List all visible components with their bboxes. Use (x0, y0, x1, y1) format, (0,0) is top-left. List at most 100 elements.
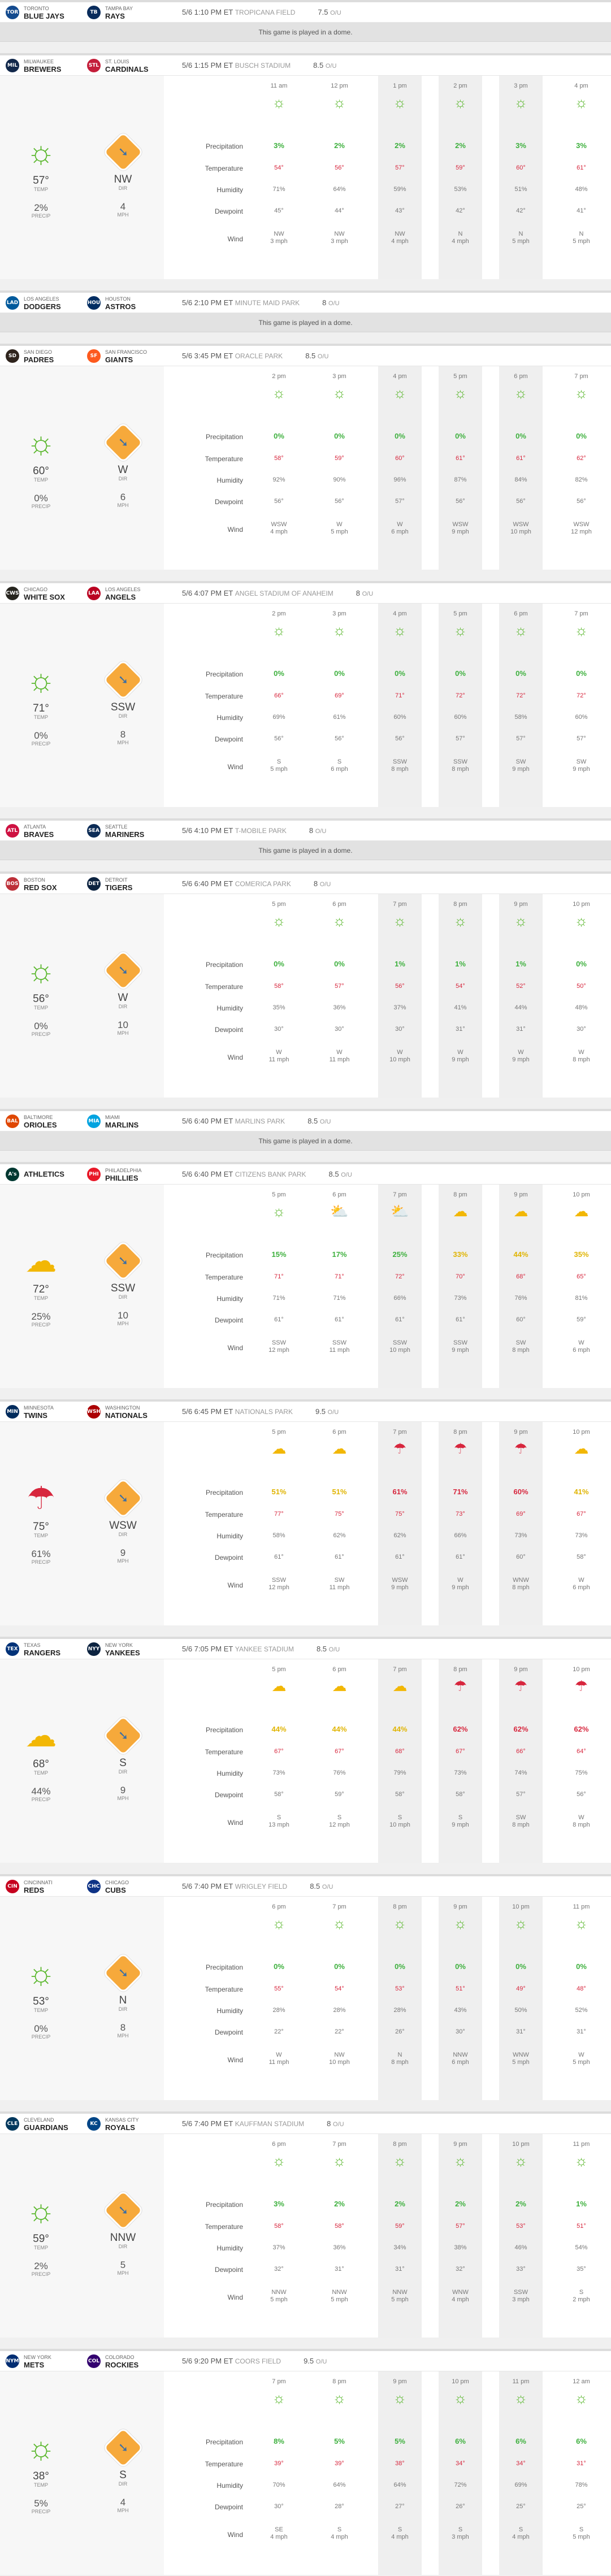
hour-precip: 17% (332, 1250, 347, 1259)
home-team[interactable]: CHC Chicago Cubs (87, 1879, 168, 1894)
home-team[interactable]: COL Colorado Rockies (87, 2354, 168, 2369)
over-under-value: 9.5 (304, 2357, 314, 2365)
hour-humidity: 54% (575, 2244, 588, 2251)
hour-column: 4 pm ☼ 3% 61° 48% 41° N 5 mph (560, 76, 603, 279)
home-team[interactable]: PHI Philadelphia Phillies (87, 1167, 168, 1182)
away-team[interactable]: CWS Chicago White Sox (6, 586, 87, 601)
hour-wind-speed: 5 mph (573, 2534, 590, 2540)
hour-temp: 65° (577, 1273, 586, 1280)
home-team-logo: TB (87, 5, 101, 19)
over-under-value: 8.5 (313, 61, 324, 70)
hour-label: 12 pm (331, 83, 348, 89)
away-team-logo: A's (6, 1167, 19, 1181)
current-precip: 5% (34, 2498, 48, 2509)
venue-name: Nationals Park (235, 1408, 293, 1416)
hour-column: 9 pm ☼ 0% 51° 43% 30° NNW 6 mph (439, 1897, 482, 2100)
game-card: A's Athletics PHI Philadelphia Phillies 5/6 6… (0, 1162, 611, 1388)
away-team[interactable]: A's Athletics (6, 1167, 87, 1181)
hour-wind-speed: 6 mph (391, 528, 409, 535)
home-team-name: New York Yankees (105, 1642, 140, 1656)
venue-name: Comerica Park (235, 880, 291, 888)
away-team[interactable]: CLE Cleveland Guardians (6, 2117, 87, 2131)
home-team[interactable]: SF San Francisco Giants (87, 349, 168, 363)
row-label-wind: Wind (227, 526, 243, 534)
home-team-name: Chicago Cubs (105, 1879, 129, 1894)
hour-dewpoint: 26° (395, 2028, 405, 2035)
away-team-city: Milwaukee (24, 58, 54, 64)
over-under-value: 8.5 (316, 1645, 327, 1653)
hour-precip: 35% (574, 1250, 589, 1259)
hour-column: 8 pm ☁ 33% 70° 73% 61° SSW 9 mph (439, 1185, 482, 1388)
away-team[interactable]: NYM New York Mets (6, 2354, 87, 2369)
game-start-time: 5/6 6:40 PM ET (182, 879, 233, 888)
hour-wind-speed: 10 mph (389, 1822, 410, 1828)
hour-temp: 67° (456, 1748, 465, 1755)
over-under: 9.5 O/U (304, 2357, 327, 2365)
hour-wind-speed: 2 mph (573, 2296, 590, 2303)
hour-humidity: 74% (514, 1770, 527, 1776)
hour-weather-icon: ☼ (393, 622, 407, 639)
over-under-value: 8 (322, 298, 327, 307)
game-time: 5/6 3:45 PM ET Oracle Park (182, 352, 283, 360)
away-team[interactable]: LAD Los Angeles Dodgers (6, 296, 87, 310)
hour-weather-icon: ☼ (574, 94, 588, 111)
wind-direction-icon: ➘ (102, 1477, 144, 1519)
home-team[interactable]: DET Detroit Tigers (87, 877, 168, 891)
hour-humidity: 64% (333, 2482, 346, 2488)
away-team[interactable]: BOS Boston Red Sox (6, 877, 87, 891)
away-team-nickname: Red Sox (24, 883, 57, 892)
away-team[interactable]: TEX Texas Rangers (6, 1642, 87, 1656)
away-team[interactable]: TOR Toronto Blue Jays (6, 5, 87, 20)
hour-wind-direction: W (578, 1339, 584, 1346)
home-team[interactable]: SEA Seattle Mariners (87, 823, 168, 838)
hour-weather-icon: ☼ (574, 912, 588, 929)
hour-column: 6 pm ☼ 0% 57° 36% 30° W 11 mph (318, 894, 361, 1098)
away-team-city: Chicago (24, 586, 48, 592)
hour-wind-speed: 3 mph (270, 238, 288, 245)
hour-wind: SW 11 mph (318, 1577, 361, 1591)
hour-label: 2 pm (453, 83, 467, 89)
hour-humidity: 90% (333, 476, 346, 483)
wind-speed: 4 (120, 2497, 126, 2508)
home-team[interactable]: WSH Washington Nationals (87, 1404, 168, 1419)
home-team[interactable]: LAA Los Angeles Angels (87, 586, 168, 601)
home-team[interactable]: STL St. Louis Cardinals (87, 58, 168, 73)
venue-name: T-Mobile Park (235, 827, 287, 835)
hour-temp: 68° (516, 1273, 526, 1280)
home-team[interactable]: MIA Miami Marlins (87, 1114, 168, 1129)
away-team[interactable]: ATL Atlanta Braves (6, 823, 87, 838)
wind-direction: NW (114, 174, 132, 185)
away-team[interactable]: MIL Milwaukee Brewers (6, 58, 87, 73)
hour-dewpoint: 22° (335, 2028, 344, 2035)
wind-direction: SSW (110, 1282, 136, 1294)
hour-wind-speed: 12 mph (268, 1347, 289, 1354)
home-team[interactable]: TB Tampa Bay Rays (87, 5, 168, 20)
row-label-temp: Temperature (205, 2223, 243, 2231)
wind-speed-label: MPH (117, 1796, 129, 1801)
hour-temp: 53° (395, 1985, 405, 1992)
hour-temp: 69° (516, 1511, 526, 1517)
hour-wind-speed: 3 mph (452, 2534, 469, 2540)
game-card: MIL Milwaukee Brewers STL St. Louis Cardinals… (0, 53, 611, 279)
away-team[interactable]: CIN Cincinnati Reds (6, 1879, 87, 1894)
wind-speed-label: MPH (117, 2270, 129, 2276)
weather-panel: ☼ 56° TEMP 0% PRECIP ➘ W DIR 10 MPH Precipitation T… (0, 894, 611, 1098)
hour-wind-direction: S (458, 2526, 463, 2533)
over-under-value: 8 (356, 589, 360, 597)
away-team[interactable]: SD San Diego Padres (6, 349, 87, 363)
home-team[interactable]: NYY New York Yankees (87, 1642, 168, 1656)
weather-panel: ☂ 75° TEMP 61% PRECIP ➘ WSW DIR 9 MPH Precipitatio… (0, 1422, 611, 1625)
home-team[interactable]: HOU Houston Astros (87, 296, 168, 310)
hour-column: 10 pm ☼ 6% 34° 72% 26° S 3 mph (439, 2371, 482, 2575)
away-team[interactable]: BAL Baltimore Orioles (6, 1114, 87, 1129)
row-label-temp: Temperature (205, 1273, 243, 1281)
hour-weather-icon: ☁ (271, 1440, 287, 1457)
hour-wind-speed: 6 mph (573, 1584, 590, 1591)
away-team[interactable]: MIN Minnesota Twins (6, 1404, 87, 1419)
home-team[interactable]: KC Kansas City Royals (87, 2117, 168, 2131)
hour-wind-speed: 4 mph (391, 2534, 409, 2540)
hour-wind-direction: SW (515, 1814, 526, 1821)
hour-weather-icon: ☼ (272, 1915, 286, 1932)
wind-direction-label: DIR (118, 713, 128, 719)
